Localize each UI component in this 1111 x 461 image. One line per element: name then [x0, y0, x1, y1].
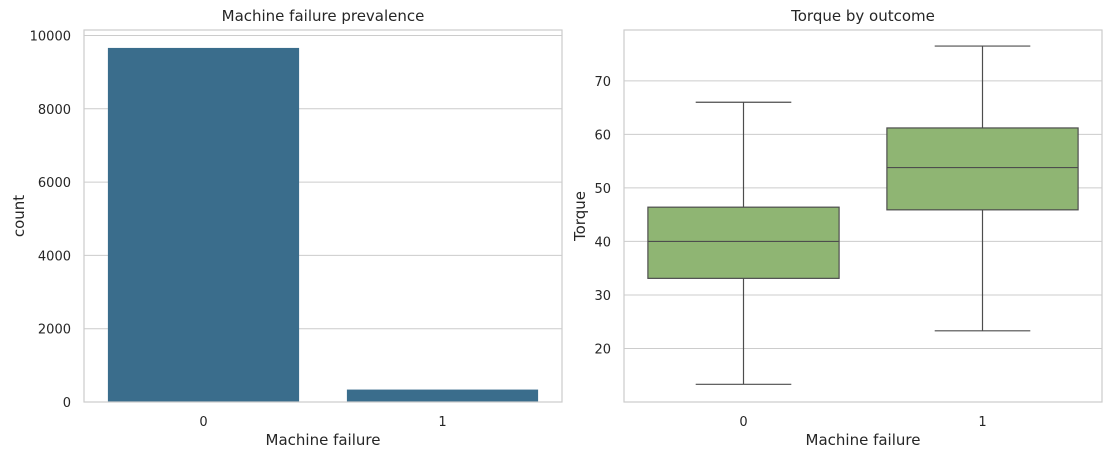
box-1	[886, 45, 1079, 332]
bar-y-tick-label: 4000	[38, 249, 71, 264]
bar-1	[346, 389, 539, 402]
box-axes-frame	[623, 29, 1103, 403]
box-y-axis-label: Torque	[571, 191, 589, 242]
box-0	[647, 101, 840, 385]
bar-y-tick-label: 0	[63, 396, 71, 411]
bar-axes-frame	[83, 29, 563, 403]
bar-chart-title: Machine failure prevalence	[222, 7, 425, 25]
bar-y-tick-label: 6000	[38, 176, 71, 191]
box-y-tick-label: 40	[594, 235, 611, 250]
box-chart-title: Torque by outcome	[790, 7, 935, 25]
box-series	[647, 45, 1079, 385]
iqr-box	[647, 206, 840, 279]
iqr-box	[886, 127, 1079, 211]
bar-x-tick-label: 0	[199, 415, 207, 430]
bar-y-tick-label: 8000	[38, 103, 71, 118]
box-x-tick-label: 1	[978, 415, 986, 430]
bar-series	[107, 47, 539, 403]
bar-y-axis-label: count	[10, 195, 28, 237]
bar-y-tick-label: 2000	[38, 323, 71, 338]
box-x-tick-label: 0	[739, 415, 747, 430]
box-x-axis-label: Machine failure	[806, 431, 921, 449]
box-y-tick-label: 20	[594, 342, 611, 357]
box-y-tick-label: 50	[594, 182, 611, 197]
bar-x-tick-label: 1	[438, 415, 446, 430]
bar-y-tick-labels: 0 2000 4000 6000 8000 10000	[30, 29, 71, 411]
bar-y-tick-label: 10000	[30, 29, 71, 44]
box-y-tick-labels: 20 30 40 50 60 70	[594, 75, 611, 358]
bar-0	[107, 47, 300, 403]
box-y-tick-label: 70	[594, 75, 611, 90]
bar-x-axis-label: Machine failure	[266, 431, 381, 449]
box-y-tick-label: 30	[594, 289, 611, 304]
box-y-tick-label: 60	[594, 128, 611, 143]
